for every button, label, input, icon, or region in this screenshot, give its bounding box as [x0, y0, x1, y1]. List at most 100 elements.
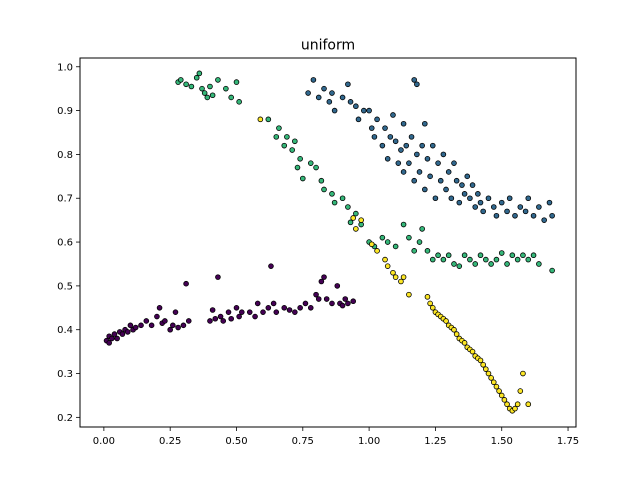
- data-point: [371, 134, 378, 140]
- data-point: [313, 164, 319, 171]
- data-point: [183, 81, 189, 88]
- data-point: [321, 186, 327, 193]
- data-point: [411, 248, 418, 254]
- data-point: [347, 219, 354, 226]
- data-point: [345, 300, 351, 307]
- data-point: [456, 199, 463, 206]
- data-point: [448, 195, 455, 202]
- data-point: [361, 107, 367, 114]
- y-axis: 0.2 0.3 0.4 0.5 0.6 0.7 0.8 0.9 1.0: [57, 62, 80, 424]
- data-point: [236, 313, 242, 320]
- data-point: [307, 304, 314, 311]
- data-point: [345, 81, 351, 88]
- data-point: [504, 261, 510, 267]
- data-point: [477, 357, 484, 364]
- data-point: [233, 304, 240, 311]
- data-point: [461, 340, 468, 346]
- data-point: [212, 315, 219, 322]
- data-point: [124, 329, 131, 335]
- data-point: [207, 83, 213, 90]
- data-point: [353, 103, 359, 110]
- data-point: [183, 280, 189, 287]
- data-point: [215, 274, 221, 280]
- data-point: [384, 239, 391, 245]
- data-point: [239, 309, 245, 315]
- data-point: [400, 120, 407, 127]
- data-point: [143, 318, 150, 324]
- y-tick-label: 0.2: [57, 413, 73, 424]
- data-point: [329, 300, 335, 307]
- data-point: [456, 263, 463, 269]
- data-point: [196, 70, 203, 77]
- data-point: [276, 125, 282, 131]
- data-point: [398, 278, 404, 285]
- data-point: [156, 304, 163, 311]
- data-point: [387, 134, 394, 140]
- data-point: [512, 212, 518, 219]
- data-point: [223, 85, 229, 92]
- data-point: [368, 125, 375, 131]
- data-point: [509, 252, 516, 259]
- data-point: [313, 291, 319, 298]
- data-point: [411, 77, 418, 83]
- data-point: [512, 405, 518, 412]
- data-point: [483, 366, 489, 372]
- data-point: [390, 269, 396, 276]
- data-point: [318, 278, 325, 285]
- data-point: [382, 125, 388, 131]
- data-point: [392, 274, 399, 280]
- x-tick-label: 1.00: [358, 436, 380, 447]
- data-point: [392, 243, 399, 250]
- data-point: [167, 326, 173, 333]
- data-point: [440, 256, 447, 263]
- data-point: [390, 112, 396, 118]
- data-point: [504, 208, 510, 215]
- data-point: [379, 234, 386, 241]
- data-point: [464, 173, 471, 180]
- y-tick-label: 1.0: [57, 62, 73, 73]
- y-tick-label: 0.4: [57, 325, 73, 336]
- data-point: [114, 335, 120, 342]
- data-point: [514, 401, 521, 408]
- data-point: [350, 298, 357, 305]
- data-point: [310, 77, 317, 83]
- data-point: [437, 177, 444, 184]
- data-point: [424, 248, 431, 254]
- data-point: [199, 85, 205, 92]
- data-point: [201, 90, 208, 96]
- data-point: [207, 318, 213, 324]
- x-tick-label: 1.75: [557, 436, 579, 447]
- series-3: [257, 116, 532, 414]
- data-point: [480, 208, 486, 215]
- data-point: [400, 169, 407, 175]
- data-point: [154, 313, 160, 320]
- data-point: [329, 191, 335, 197]
- data-point: [339, 195, 346, 202]
- data-point: [307, 160, 314, 166]
- data-point: [127, 322, 134, 329]
- series-2: [175, 70, 555, 274]
- data-point: [429, 256, 436, 263]
- data-point: [177, 77, 184, 83]
- data-point: [209, 92, 216, 99]
- data-point: [493, 256, 500, 263]
- data-point: [408, 134, 415, 140]
- data-point: [339, 302, 346, 309]
- data-point: [220, 318, 227, 324]
- data-point: [132, 324, 139, 331]
- data-point: [204, 94, 211, 101]
- data-point: [355, 116, 362, 123]
- data-point: [345, 204, 351, 210]
- data-point: [475, 191, 481, 197]
- data-point: [398, 147, 404, 153]
- data-point: [254, 300, 261, 307]
- data-point: [440, 151, 447, 158]
- data-point: [318, 177, 325, 184]
- series-1: [305, 77, 555, 223]
- data-point: [451, 261, 457, 267]
- data-point: [453, 331, 460, 337]
- data-point: [411, 177, 418, 184]
- data-point: [185, 318, 192, 324]
